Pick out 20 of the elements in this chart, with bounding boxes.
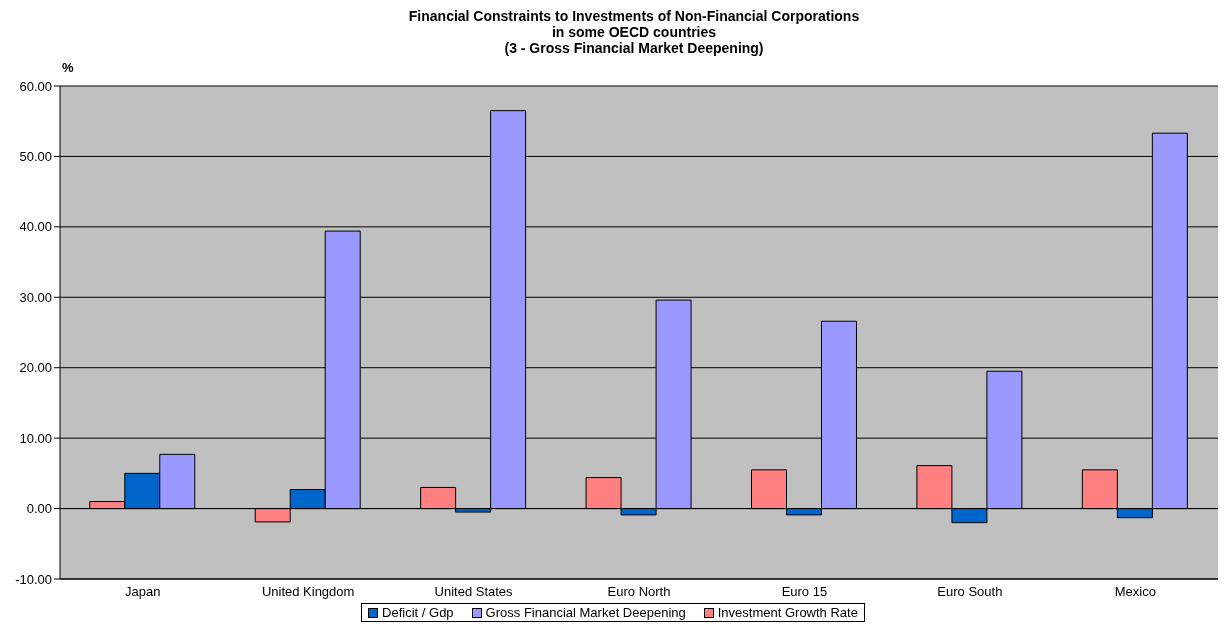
y-tick-label: 20.00 bbox=[19, 360, 52, 376]
y-tick-label: 30.00 bbox=[19, 289, 52, 305]
legend-label: Gross Financial Market Deepening bbox=[484, 605, 686, 620]
legend-label: Investment Growth Rate bbox=[716, 605, 858, 620]
x-tick-label: United Kingdom bbox=[261, 584, 355, 600]
x-tick-label: Japan bbox=[125, 584, 161, 600]
x-tick-label: Euro South bbox=[937, 584, 1003, 600]
legend-label: Deficit / Gdp bbox=[381, 605, 454, 620]
y-tick-label: 50.00 bbox=[19, 149, 52, 165]
x-tick-label: Euro North bbox=[607, 584, 671, 600]
chart-title: Financial Constraints to Investments of Non-Financial Corporations in some OECD countries (3 - Gross Financial Market Deepening) bbox=[407, 8, 861, 56]
x-tick-label: Euro 15 bbox=[781, 584, 828, 600]
y-axis-title: % bbox=[62, 60, 74, 75]
y-tick-label: 40.00 bbox=[19, 219, 52, 235]
y-tick-label: 0.00 bbox=[26, 501, 52, 517]
x-tick-label: United States bbox=[434, 584, 514, 600]
y-tick-label: -10.00 bbox=[15, 571, 52, 587]
y-tick-label: 60.00 bbox=[19, 78, 52, 94]
x-tick-label: Mexico bbox=[1114, 584, 1156, 600]
y-tick-label: 10.00 bbox=[19, 430, 52, 446]
